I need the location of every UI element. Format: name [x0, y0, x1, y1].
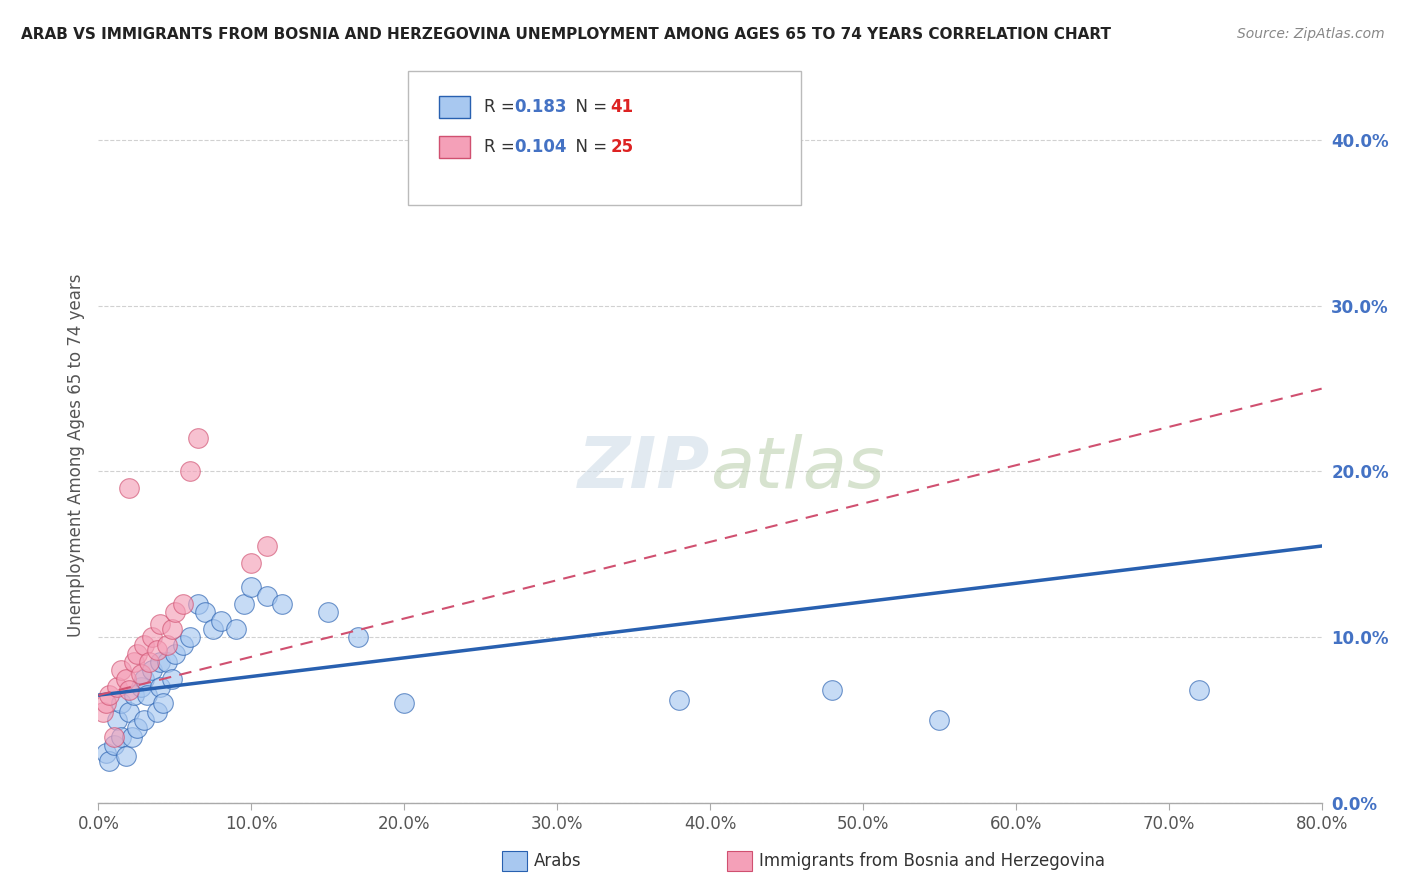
Y-axis label: Unemployment Among Ages 65 to 74 years: Unemployment Among Ages 65 to 74 years: [66, 273, 84, 637]
Point: [194, 605, 217, 619]
Point: [209, 614, 232, 628]
Point: [240, 556, 263, 570]
Point: [98, 688, 121, 702]
Point: [347, 630, 370, 644]
Point: [115, 672, 138, 686]
Point: [149, 655, 172, 669]
Point: [149, 616, 172, 631]
Point: [172, 639, 194, 653]
Point: [110, 697, 132, 711]
Point: [94, 746, 117, 760]
Point: [270, 597, 292, 611]
Point: [110, 730, 132, 744]
Point: [202, 622, 225, 636]
Text: atlas: atlas: [710, 434, 884, 503]
Point: [149, 680, 172, 694]
Point: [94, 697, 117, 711]
Point: [136, 688, 159, 702]
Point: [163, 605, 186, 619]
Text: N =: N =: [565, 98, 613, 116]
Text: N =: N =: [565, 138, 613, 156]
Point: [156, 655, 179, 669]
Text: 0.104: 0.104: [515, 138, 567, 156]
Point: [187, 597, 209, 611]
Point: [152, 697, 174, 711]
Point: [1188, 683, 1211, 698]
Point: [928, 713, 950, 727]
Point: [141, 663, 163, 677]
Point: [160, 672, 183, 686]
Point: [134, 713, 156, 727]
Point: [134, 639, 156, 653]
Text: R =: R =: [484, 98, 520, 116]
Point: [125, 647, 148, 661]
Point: [392, 697, 416, 711]
Point: [316, 605, 339, 619]
Point: [129, 666, 152, 681]
Text: R =: R =: [484, 138, 520, 156]
Point: [122, 688, 145, 702]
Text: Arabs: Arabs: [534, 852, 582, 870]
Point: [110, 663, 132, 677]
Text: 0.183: 0.183: [515, 98, 567, 116]
Point: [98, 755, 121, 769]
Point: [129, 680, 152, 694]
Point: [121, 730, 143, 744]
Point: [105, 680, 128, 694]
Text: ZIP: ZIP: [578, 434, 710, 503]
Point: [179, 630, 201, 644]
Point: [134, 672, 156, 686]
Point: [118, 683, 141, 698]
Point: [141, 630, 163, 644]
Text: Immigrants from Bosnia and Herzegovina: Immigrants from Bosnia and Herzegovina: [759, 852, 1105, 870]
Text: Source: ZipAtlas.com: Source: ZipAtlas.com: [1237, 27, 1385, 41]
Point: [122, 655, 145, 669]
Point: [821, 683, 844, 698]
Point: [668, 693, 690, 707]
Point: [145, 643, 167, 657]
Point: [91, 705, 114, 719]
Point: [125, 721, 148, 735]
Point: [118, 705, 141, 719]
Point: [160, 622, 183, 636]
Point: [105, 713, 128, 727]
Point: [103, 738, 125, 752]
Point: [172, 597, 194, 611]
Text: 41: 41: [610, 98, 633, 116]
Point: [156, 639, 179, 653]
Text: ARAB VS IMMIGRANTS FROM BOSNIA AND HERZEGOVINA UNEMPLOYMENT AMONG AGES 65 TO 74 : ARAB VS IMMIGRANTS FROM BOSNIA AND HERZE…: [21, 27, 1111, 42]
Text: 25: 25: [610, 138, 633, 156]
Point: [256, 539, 278, 553]
Point: [115, 749, 138, 764]
Point: [179, 465, 201, 479]
Point: [232, 597, 254, 611]
Point: [145, 705, 167, 719]
Point: [103, 730, 125, 744]
Point: [138, 655, 160, 669]
Point: [256, 589, 278, 603]
Point: [187, 431, 209, 445]
Point: [118, 481, 141, 495]
Point: [240, 581, 263, 595]
Point: [225, 622, 247, 636]
Point: [163, 647, 186, 661]
